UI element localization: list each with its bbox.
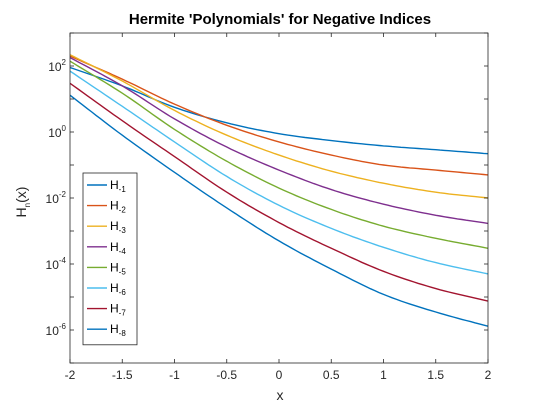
y-tick-label: 10-4: [46, 256, 67, 272]
series-line-h-8: [70, 94, 488, 327]
x-tick-label: -0.5: [216, 368, 237, 382]
y-tick-label: 10-2: [46, 190, 67, 206]
legend-entry-h-2: H-2: [110, 199, 126, 215]
x-tick-label: -1: [169, 368, 180, 382]
series-line-h-5: [70, 60, 488, 249]
y-tick-label: 100: [48, 124, 66, 140]
legend-box: [82, 172, 138, 346]
legend-entry-h-8: H-8: [110, 322, 126, 338]
y-tick-label: 102: [48, 58, 66, 74]
series-line-h-3: [70, 54, 488, 199]
x-tick-label: -1.5: [112, 368, 133, 382]
series-line-h-4: [70, 56, 488, 225]
legend: H-1 H-2 H-3 H-4 H-5 H-6 H-7 H-8: [82, 172, 138, 346]
x-axis-label: x: [277, 387, 284, 403]
series-line-h-2: [70, 55, 488, 176]
series-line-h-1: [70, 66, 488, 155]
series-line-h-6: [70, 70, 488, 275]
legend-entry-h-4: H-4: [110, 240, 126, 256]
chart-title: Hermite 'Polynomials' for Negative Indic…: [129, 11, 431, 28]
x-tick-label: -2: [65, 368, 76, 382]
legend-entry-h-7: H-7: [110, 302, 126, 318]
legend-entry-h-1: H-1: [110, 178, 126, 194]
legend-entry-h-5: H-5: [110, 260, 126, 276]
legend-entry-h-6: H-6: [110, 281, 126, 297]
legend-entry-h-3: H-3: [110, 219, 126, 235]
y-axis-ticks: 102 100 10-2 10-4 10-6: [46, 32, 488, 364]
x-axis-ticks: -2 -1.5 -1 -0.5 0 0.5 1 1.5 2: [65, 33, 492, 382]
x-tick-label: 1.5: [427, 368, 444, 382]
x-tick-label: 0: [276, 368, 283, 382]
series-line-h-7: [70, 82, 488, 302]
y-axis-label: Hn(x): [13, 187, 32, 218]
y-tick-label: 10-6: [46, 322, 67, 338]
x-tick-label: 0.5: [323, 368, 340, 382]
x-tick-label: 2: [485, 368, 492, 382]
y-axis-label-main: H: [13, 207, 29, 217]
x-tick-label: 1: [380, 368, 387, 382]
y-axis-label-sub: n: [23, 203, 32, 207]
y-axis-label-tail: (x): [13, 187, 29, 203]
